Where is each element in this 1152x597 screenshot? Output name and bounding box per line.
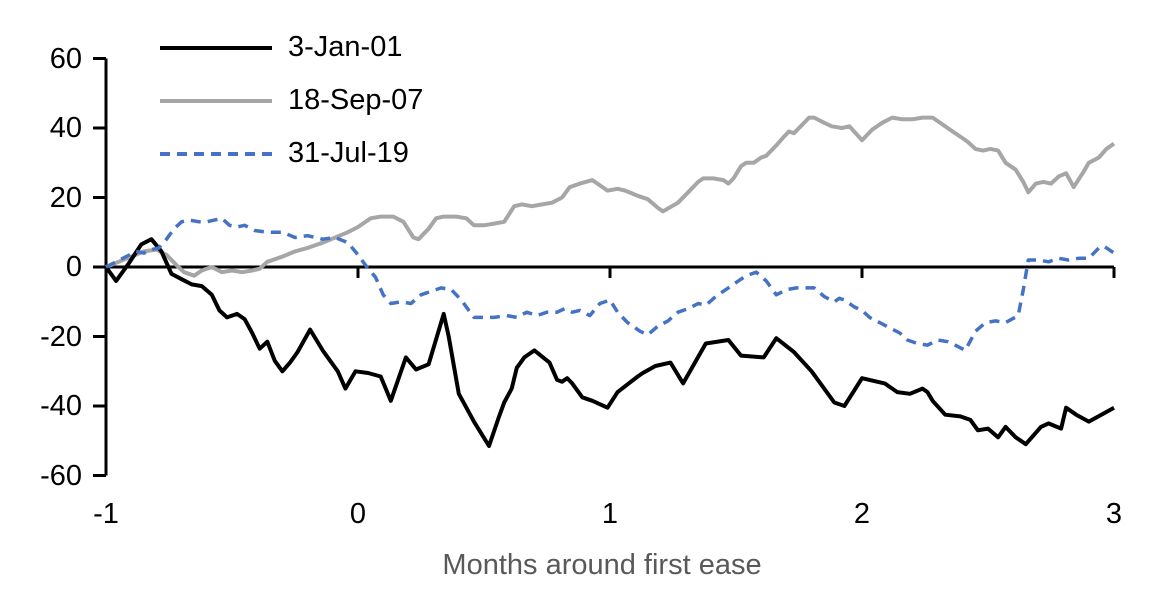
x-tick-label: 2 — [853, 498, 871, 530]
legend-line-sample-solid-gray — [160, 98, 272, 103]
series-line-31-Jul-19 — [105, 216, 1115, 353]
x-axis-title: Months around first ease — [442, 549, 762, 581]
series-line-3-Jan-01 — [104, 237, 1115, 448]
legend-item: 3-Jan-01 — [160, 21, 423, 74]
x-tick-label: -1 — [93, 498, 119, 530]
legend-item: 18-Sep-07 — [160, 74, 423, 127]
y-tick-label: -20 — [40, 320, 82, 353]
x-tick-label: 1 — [601, 498, 619, 530]
y-tick-label: 40 — [49, 112, 82, 144]
y-tick-label: -40 — [40, 390, 82, 422]
legend: 3-Jan-01 18-Sep-07 31-Jul-19 — [160, 21, 423, 180]
y-tick-label: -60 — [40, 459, 82, 492]
x-tick-label: 0 — [349, 498, 367, 530]
legend-label: 3-Jan-01 — [288, 31, 403, 63]
y-tick-label: 0 — [65, 251, 82, 283]
legend-line-sample-solid-black — [160, 45, 272, 50]
series-line-18-Sep-07 — [105, 115, 1116, 278]
y-tick-label: 20 — [49, 181, 82, 214]
legend-label: 31-Jul-19 — [288, 137, 409, 169]
y-tick-label: 60 — [49, 42, 82, 75]
legend-line-sample-dashed-blue — [160, 151, 272, 156]
x-tick-label: 3 — [1105, 498, 1123, 530]
legend-label: 18-Sep-07 — [288, 84, 424, 116]
legend-item: 31-Jul-19 — [160, 127, 423, 180]
